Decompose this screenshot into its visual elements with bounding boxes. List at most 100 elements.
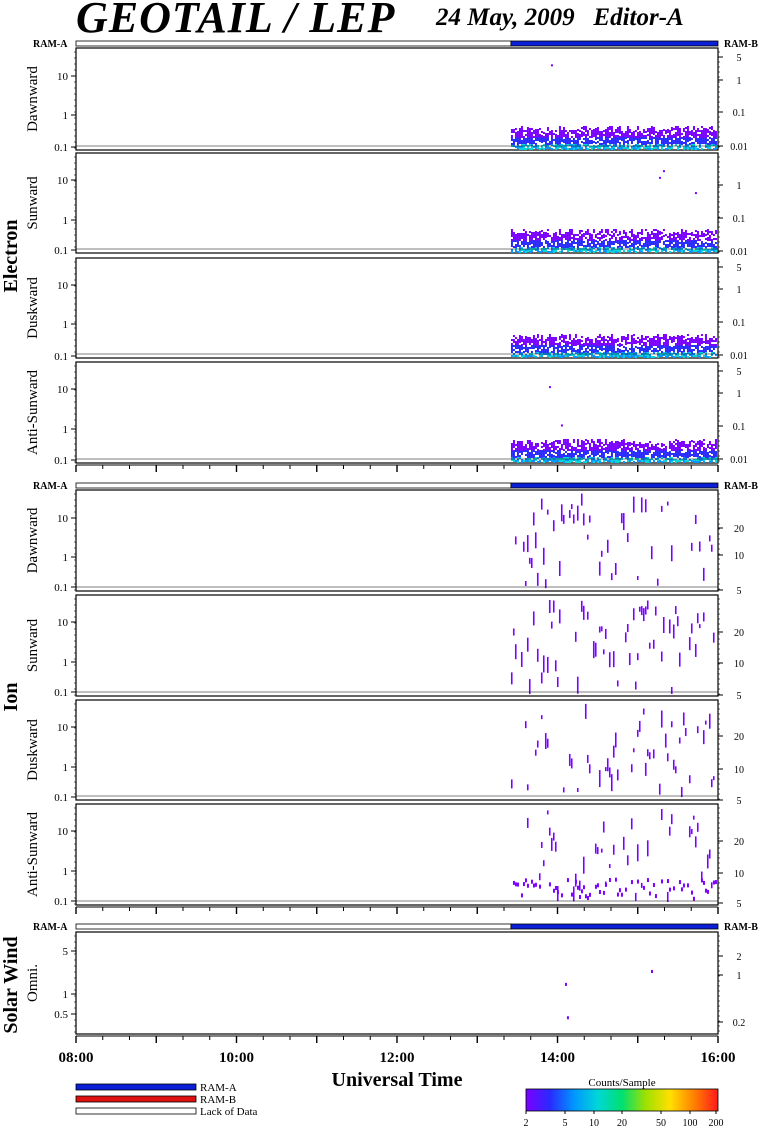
spectrogram-pixel (690, 130, 693, 132)
spectrogram-pixel (648, 348, 651, 350)
spectrogram-pixel (636, 146, 639, 148)
spectrogram-pixel (560, 424, 563, 427)
spectrogram-pixel (516, 461, 519, 463)
spectrogram-pixel (662, 334, 665, 336)
spectrogram-pixel (688, 350, 691, 352)
panel-label: Dawnward (25, 66, 41, 132)
spectrogram-pixel (612, 351, 615, 353)
spectrogram-pixel (592, 441, 595, 443)
spectrogram-pixel (580, 336, 583, 338)
spectrogram-pixel (510, 349, 513, 351)
spectrogram-pixel (710, 882, 713, 889)
spectrogram-pixel (680, 237, 683, 239)
spectrogram-pixel (564, 236, 567, 238)
spectrogram-pixel (582, 142, 585, 144)
spectrogram-pixel (626, 242, 629, 244)
spectrogram-pixel (706, 129, 709, 131)
spectrogram-pixel (696, 455, 699, 457)
spectrogram-pixel (564, 337, 567, 339)
spectrogram-pixel (556, 143, 559, 145)
spectrogram-pixel (512, 349, 515, 351)
spectrogram-pixel (610, 247, 613, 249)
left-tick-label: 1 (63, 762, 69, 774)
spectrogram-pixel (714, 232, 717, 234)
spectrogram-pixel (700, 346, 703, 348)
spectrogram-pixel (604, 131, 607, 133)
spectrogram-pixel (514, 238, 517, 240)
spectrogram-pixel (630, 455, 633, 457)
spectrogram-pixel (584, 130, 587, 132)
spectrogram-pixel (698, 251, 701, 253)
spectrogram-pixel (552, 247, 555, 249)
spectrogram-pixel (536, 449, 539, 451)
spectrogram-pixel (670, 545, 673, 562)
spectrogram-pixel (588, 515, 591, 523)
spectrogram-pixel (578, 351, 581, 353)
spectrogram-pixel (606, 352, 609, 354)
spectrogram-pixel (612, 449, 615, 451)
spectrogram-pixel (522, 355, 525, 357)
spectrogram-pixel (654, 245, 657, 247)
spectrogram-pixel (630, 459, 633, 461)
spectrogram-pixel (640, 444, 643, 446)
spectrogram-pixel (594, 348, 597, 350)
spectrogram-pixel (622, 135, 625, 137)
spectrogram-pixel (550, 64, 553, 67)
spectrogram-pixel (710, 241, 713, 243)
spectrogram-pixel (576, 242, 579, 244)
spectrogram-pixel (596, 127, 599, 129)
spectrogram-pixel (540, 454, 543, 456)
spectrogram-pixel (588, 136, 591, 138)
spectrogram-pixel (512, 236, 515, 238)
spectrogram-pixel (630, 443, 633, 445)
spectrogram-pixel (644, 445, 647, 447)
spectrogram-pixel (650, 142, 653, 144)
spectrogram-pixel (674, 136, 677, 138)
spectrogram-pixel (698, 460, 701, 462)
spectrogram-pixel (594, 346, 597, 348)
spectrogram-pixel (714, 147, 717, 149)
spectrogram-pixel (562, 457, 565, 459)
spectrogram-pixel (530, 250, 533, 252)
spectrogram-pixel (608, 148, 611, 150)
spectrogram-pixel (632, 334, 635, 336)
spectrogram-pixel (676, 345, 679, 347)
spectrogram-pixel (536, 334, 539, 336)
spectrogram-pixel (530, 444, 533, 446)
spectrogram-pixel (636, 236, 639, 238)
spectrogram-pixel (528, 251, 531, 253)
spectrogram-pixel (632, 451, 635, 453)
spectrogram-pixel (620, 444, 623, 446)
spectrogram-pixel (620, 338, 623, 340)
spectrogram-pixel (656, 148, 659, 150)
legend-item: RAM-A (75, 1082, 237, 1094)
spectrogram-pixel (622, 443, 625, 445)
spectrogram-pixel (632, 342, 635, 344)
spectrogram-pixel (666, 236, 669, 238)
spectrogram-pixel (644, 137, 647, 139)
spectrogram-pixel (538, 140, 541, 142)
spectrogram-pixel (588, 349, 591, 351)
spectrogram-pixel (536, 139, 539, 141)
spectrogram-pixel (544, 240, 547, 242)
spectrogram-pixel (700, 142, 703, 144)
spectrogram-pixel (524, 138, 527, 140)
spectrogram-pixel (568, 753, 571, 766)
spectrogram-pixel (548, 340, 551, 342)
spectrogram-pixel (514, 236, 517, 238)
spectrogram-pixel (660, 457, 663, 459)
spectrogram-pixel (558, 344, 561, 346)
spectrogram-pixel (710, 233, 713, 235)
spectrogram-pixel (696, 249, 699, 251)
spectrogram-pixel (532, 339, 535, 341)
spectrogram-pixel (628, 251, 631, 253)
spectrogram-pixel (518, 233, 521, 235)
spectrogram-pixel (510, 233, 513, 235)
spectrogram-pixel (612, 140, 615, 142)
spectrogram-pixel (626, 140, 629, 142)
spectrogram-pixel (608, 234, 611, 236)
spectrogram-pixel (598, 352, 601, 354)
spectrogram-pixel (614, 443, 617, 445)
spectrogram-pixel (712, 776, 715, 781)
spectrogram-pixel (512, 240, 515, 242)
